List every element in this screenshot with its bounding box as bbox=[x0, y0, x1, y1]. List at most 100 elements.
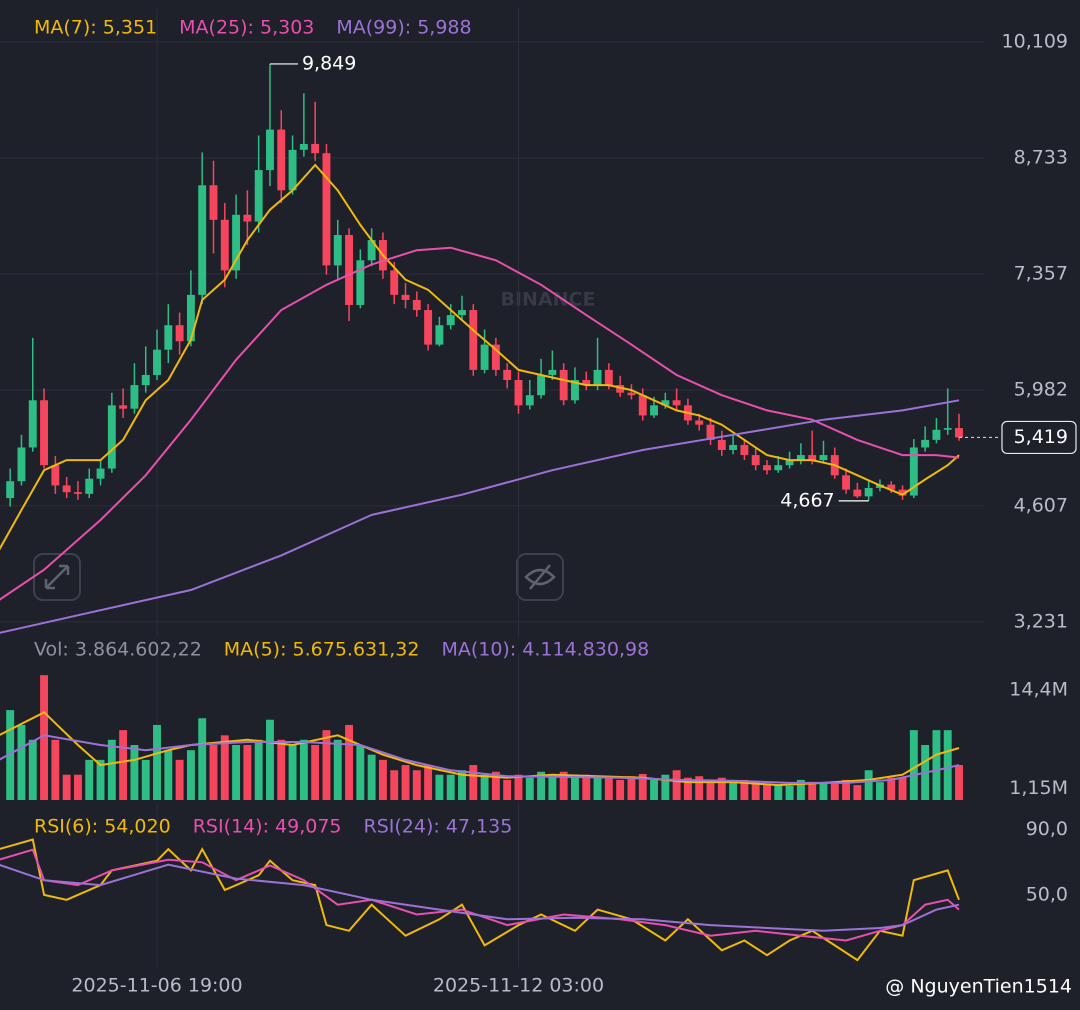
candle-body bbox=[695, 420, 704, 425]
candle-body bbox=[412, 299, 421, 311]
volume-bar bbox=[424, 765, 433, 800]
candle-body bbox=[503, 369, 512, 381]
candle-body bbox=[559, 369, 568, 401]
volume-bar bbox=[232, 745, 241, 800]
candle-body bbox=[469, 310, 478, 370]
volume-bar bbox=[593, 777, 602, 800]
volume-bar bbox=[808, 782, 817, 800]
volume-bar bbox=[62, 774, 71, 800]
candle-body bbox=[311, 143, 320, 154]
candle-body bbox=[627, 392, 636, 396]
rsi-line bbox=[0, 848, 960, 942]
legend-entry: RSI(24): 47,135 bbox=[364, 816, 513, 838]
y-tick-label: 5,982 bbox=[1014, 378, 1068, 400]
volume-bar bbox=[661, 774, 670, 800]
candle-body bbox=[491, 344, 500, 370]
candle-body bbox=[740, 444, 749, 456]
volume-bar bbox=[254, 739, 263, 800]
volume-bar bbox=[955, 765, 963, 800]
credit: @ NguyenTien1514 bbox=[885, 976, 1072, 998]
volume-bar bbox=[774, 785, 783, 800]
candle-body bbox=[401, 294, 410, 300]
volume-bar bbox=[28, 739, 37, 800]
candle-body bbox=[650, 405, 658, 416]
volume-bar bbox=[627, 776, 636, 800]
candle-body bbox=[209, 185, 218, 220]
hide-button[interactable] bbox=[516, 553, 564, 601]
legend-entry: MA(25): 5,303 bbox=[179, 17, 314, 39]
volume-bar bbox=[311, 745, 320, 800]
candle-body bbox=[909, 447, 918, 496]
candle-body bbox=[62, 485, 71, 493]
candle-body bbox=[73, 492, 82, 494]
last-price-label: 5,419 bbox=[1014, 426, 1068, 448]
volume-bar bbox=[266, 719, 274, 800]
volume-bar bbox=[898, 777, 907, 800]
candle-body bbox=[96, 468, 105, 479]
volume-bar bbox=[458, 770, 466, 800]
volume-bar bbox=[751, 782, 760, 800]
candle-body bbox=[220, 219, 229, 271]
volume-bar bbox=[435, 774, 444, 800]
volume-bar bbox=[209, 745, 218, 800]
volume-bar bbox=[503, 779, 512, 800]
volume-bar bbox=[164, 750, 173, 800]
candle-body bbox=[932, 429, 941, 440]
candle-body bbox=[28, 400, 37, 448]
volume-bar bbox=[40, 675, 49, 800]
candle-body bbox=[898, 489, 907, 496]
candle-body bbox=[638, 395, 647, 416]
candle-body bbox=[672, 400, 681, 406]
legend-entry: MA(7): 5,351 bbox=[34, 17, 157, 39]
candle-body bbox=[446, 315, 455, 326]
watermark: BINANCE bbox=[501, 289, 596, 311]
y-tick-label: 7,357 bbox=[1014, 263, 1068, 285]
candle-body bbox=[40, 400, 49, 466]
candle-body bbox=[458, 310, 466, 316]
volume-bar bbox=[277, 739, 286, 800]
y-tick-label: 1,15M bbox=[1009, 777, 1068, 799]
volume-bar bbox=[706, 779, 715, 800]
y-tick-label: 90,0 bbox=[1026, 818, 1068, 840]
candle-body bbox=[921, 439, 930, 448]
candle-body bbox=[808, 455, 817, 461]
candle-body bbox=[390, 270, 399, 295]
volume-bar bbox=[604, 776, 613, 800]
candle-body bbox=[85, 478, 94, 494]
x-tick-label: 2025-11-06 19:00 bbox=[71, 975, 242, 997]
volume-bar bbox=[186, 750, 195, 800]
volume-bar bbox=[469, 765, 478, 800]
candle-body bbox=[480, 344, 489, 370]
volume-bar bbox=[514, 774, 523, 800]
volume-ma-line bbox=[0, 734, 960, 784]
volume-bar bbox=[51, 739, 60, 800]
volume-bar bbox=[638, 773, 647, 800]
volume-bar bbox=[875, 782, 884, 800]
annotation-label: 9,849 bbox=[302, 52, 356, 74]
volume-bar bbox=[390, 770, 399, 800]
legend-entry: MA(5): 5.675.631,32 bbox=[224, 639, 420, 661]
legend-entry: RSI(6): 54,020 bbox=[34, 816, 171, 838]
legend-entry: RSI(14): 49,075 bbox=[193, 816, 342, 838]
volume-bar bbox=[85, 759, 94, 800]
candle-body bbox=[525, 395, 534, 406]
candle-body bbox=[717, 439, 726, 451]
volume-bar bbox=[785, 785, 794, 800]
button-frame bbox=[516, 553, 564, 601]
candle-body bbox=[333, 235, 342, 266]
volume-bar bbox=[763, 784, 771, 800]
candle-body bbox=[119, 405, 128, 409]
candle-body bbox=[582, 380, 591, 386]
volume-bar bbox=[299, 739, 308, 800]
volume-bar bbox=[830, 782, 839, 800]
candle-body bbox=[175, 325, 184, 342]
volume-bar bbox=[909, 730, 918, 800]
x-tick-label: 2025-11-12 03:00 bbox=[433, 975, 604, 997]
candle-body bbox=[763, 465, 771, 471]
y-tick-label: 8,733 bbox=[1014, 147, 1068, 169]
volume-bar bbox=[220, 735, 229, 800]
volume-bar bbox=[796, 779, 805, 800]
volume-bar bbox=[683, 777, 692, 800]
candle-body bbox=[853, 489, 862, 497]
candle-body bbox=[51, 465, 60, 486]
